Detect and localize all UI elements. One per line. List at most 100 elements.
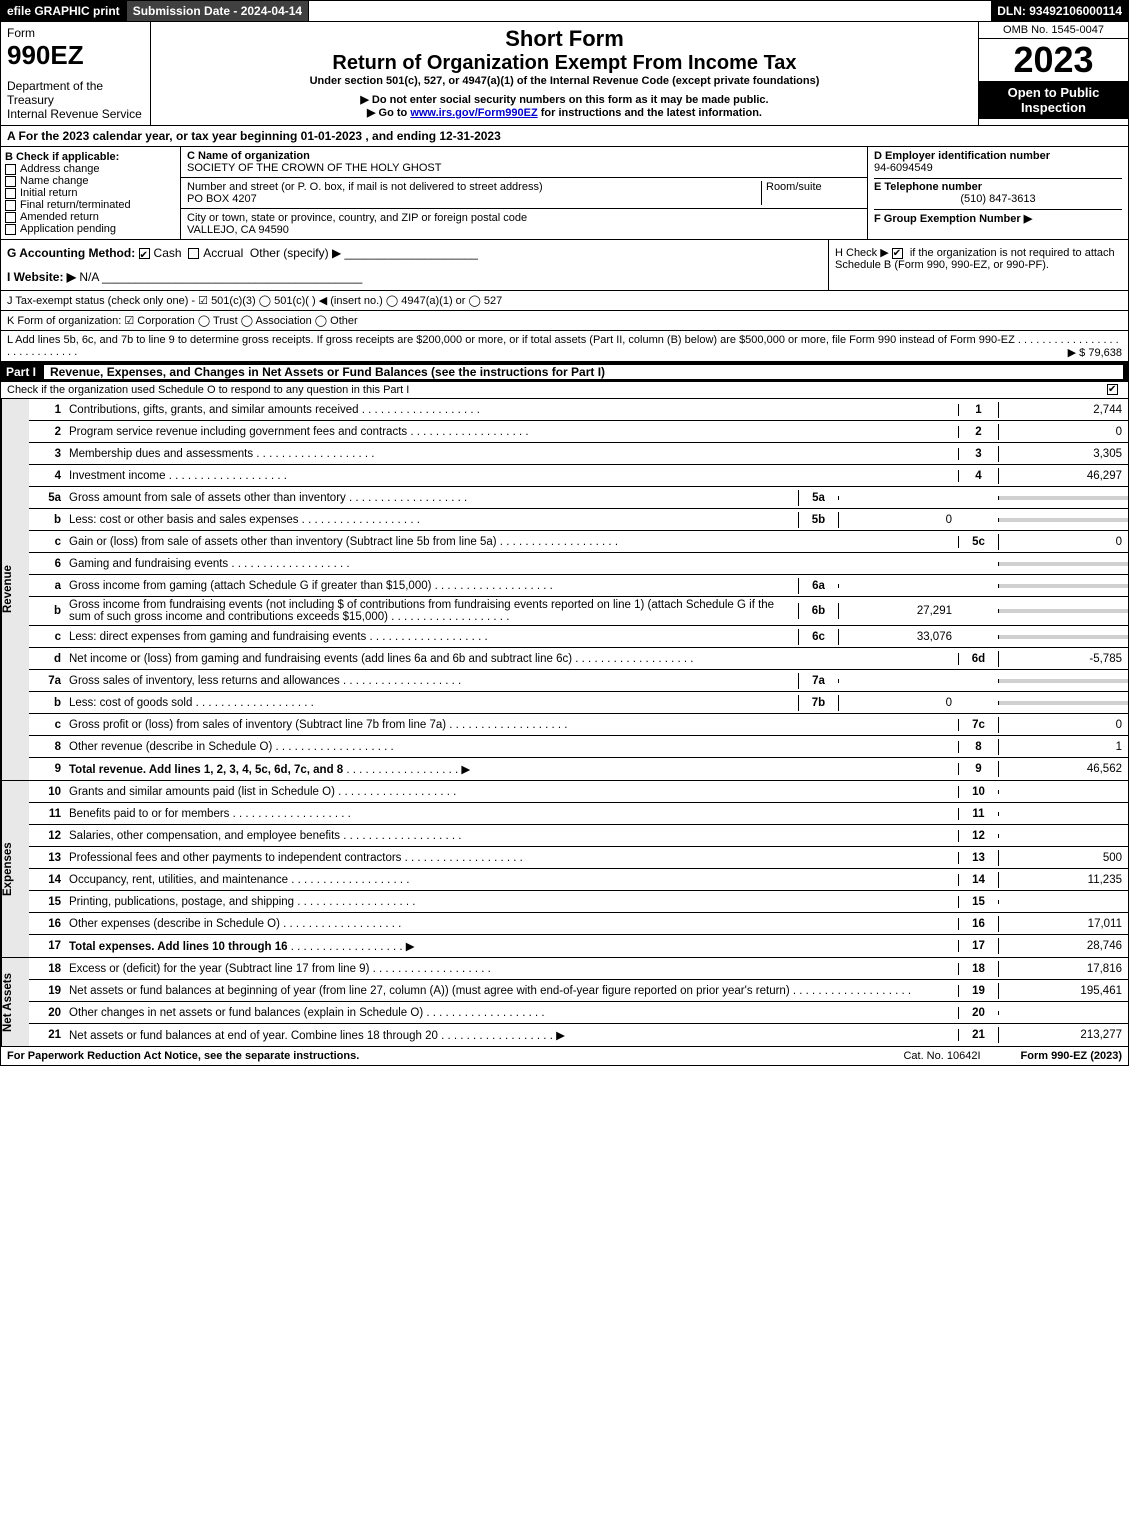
b-checkbox[interactable]	[5, 188, 16, 199]
subline-ref: 7a	[798, 673, 838, 689]
row-k-form-org: K Form of organization: ☑ Corporation ◯ …	[0, 311, 1129, 331]
b-checkbox[interactable]	[5, 164, 16, 175]
line-val	[998, 679, 1128, 683]
line-desc: Professional fees and other payments to …	[65, 850, 958, 866]
h-pre: H Check ▶	[835, 247, 892, 259]
header-mid: Short Form Return of Organization Exempt…	[151, 22, 978, 125]
subline-ref: 6a	[798, 578, 838, 594]
line-num: c	[29, 717, 65, 733]
page-footer: For Paperwork Reduction Act Notice, see …	[0, 1047, 1129, 1066]
line-ref: 21	[958, 1029, 998, 1041]
line-num: d	[29, 651, 65, 667]
line-val: 2,744	[998, 402, 1128, 418]
b-checkbox[interactable]	[5, 212, 16, 223]
cash-checkbox[interactable]	[139, 248, 150, 259]
e-phone-label: E Telephone number	[874, 181, 1122, 193]
line-4: 4Investment income . . . . . . . . . . .…	[29, 465, 1128, 487]
line-val: 213,277	[998, 1027, 1128, 1043]
subline-val: 33,076	[838, 629, 958, 645]
title-return: Return of Organization Exempt From Incom…	[155, 52, 974, 75]
subline-val: 0	[838, 512, 958, 528]
b-checkbox[interactable]	[5, 200, 16, 211]
line-desc: Gross amount from sale of assets other t…	[65, 490, 798, 506]
efile-print-label[interactable]: efile GRAPHIC print	[1, 1, 127, 21]
part1-checkbox[interactable]	[1107, 384, 1118, 395]
b-checkbox[interactable]	[5, 176, 16, 187]
part1-label: Part I	[6, 365, 44, 379]
netassets-section: Net Assets 18Excess or (deficit) for the…	[0, 958, 1129, 1047]
line-ref: 1	[958, 404, 998, 416]
b-label: B Check if applicable:	[5, 151, 176, 163]
line-9: 9Total revenue. Add lines 1, 2, 3, 4, 5c…	[29, 758, 1128, 780]
line-val: 17,816	[998, 961, 1128, 977]
subline-val	[838, 584, 958, 588]
line-desc: Net income or (loss) from gaming and fun…	[65, 651, 958, 667]
b-checkbox[interactable]	[5, 224, 16, 235]
d-ein-label: D Employer identification number	[874, 150, 1122, 162]
line-16: 16Other expenses (describe in Schedule O…	[29, 913, 1128, 935]
line-desc: Net assets or fund balances at end of ye…	[65, 1026, 958, 1044]
line-num: 4	[29, 468, 65, 484]
g-other: Other (specify) ▶	[250, 246, 341, 260]
line-val	[998, 701, 1128, 705]
line-num: 8	[29, 739, 65, 755]
line-desc: Occupancy, rent, utilities, and maintena…	[65, 872, 958, 888]
subline-ref: 5a	[798, 490, 838, 506]
line-10: 10Grants and similar amounts paid (list …	[29, 781, 1128, 803]
line-num: 17	[29, 938, 65, 954]
line-13: 13Professional fees and other payments t…	[29, 847, 1128, 869]
c-city-cell: City or town, state or province, country…	[181, 209, 867, 239]
line-num: 16	[29, 916, 65, 932]
col-c-org: C Name of organization SOCIETY OF THE CR…	[181, 147, 868, 239]
line-val: 17,011	[998, 916, 1128, 932]
line-ref: 19	[958, 985, 998, 997]
line-desc: Gaming and fundraising events . . . . . …	[65, 556, 958, 572]
line-desc: Other changes in net assets or fund bala…	[65, 1005, 958, 1021]
line-19: 19Net assets or fund balances at beginni…	[29, 980, 1128, 1002]
part1-check-row: Check if the organization used Schedule …	[0, 382, 1129, 399]
line-num: c	[29, 629, 65, 645]
line-ref: 11	[958, 808, 998, 820]
line-7a: 7aGross sales of inventory, less returns…	[29, 670, 1128, 692]
line-14: 14Occupancy, rent, utilities, and mainte…	[29, 869, 1128, 891]
expenses-side-label: Expenses	[1, 781, 29, 957]
line-3: 3Membership dues and assessments . . . .…	[29, 443, 1128, 465]
line-val: 1	[998, 739, 1128, 755]
line-val	[998, 609, 1128, 613]
part1-bar: Part I Revenue, Expenses, and Changes in…	[0, 362, 1129, 382]
line-c: cGross profit or (loss) from sales of in…	[29, 714, 1128, 736]
line-b: bLess: cost of goods sold . . . . . . . …	[29, 692, 1128, 714]
line-5a: 5aGross amount from sale of assets other…	[29, 487, 1128, 509]
line-val: 0	[998, 717, 1128, 733]
l-amount: ▶ $ 79,638	[1068, 346, 1122, 359]
col-b-checks: B Check if applicable: Address changeNam…	[1, 147, 181, 239]
line-ref: 3	[958, 448, 998, 460]
line-ref: 13	[958, 852, 998, 864]
line-num: 19	[29, 983, 65, 999]
line-val	[998, 496, 1128, 500]
line-ref: 4	[958, 470, 998, 482]
accrual-checkbox[interactable]	[188, 248, 199, 259]
line-num: a	[29, 578, 65, 594]
line-2: 2Program service revenue including gover…	[29, 421, 1128, 443]
subline-val: 0	[838, 695, 958, 711]
g-cash: Cash	[154, 246, 182, 260]
line-desc: Net assets or fund balances at beginning…	[65, 983, 958, 999]
line-num: b	[29, 603, 65, 619]
line-num: b	[29, 512, 65, 528]
line-c: cLess: direct expenses from gaming and f…	[29, 626, 1128, 648]
g-label: G Accounting Method:	[7, 246, 135, 260]
subline-val	[838, 496, 958, 500]
line-num: 13	[29, 850, 65, 866]
netassets-side-label: Net Assets	[1, 958, 29, 1046]
line-desc: Grants and similar amounts paid (list in…	[65, 784, 958, 800]
line-21: 21Net assets or fund balances at end of …	[29, 1024, 1128, 1046]
line-desc: Gross sales of inventory, less returns a…	[65, 673, 798, 689]
footer-catno: Cat. No. 10642I	[903, 1050, 980, 1062]
h-checkbox[interactable]	[892, 248, 903, 259]
irs-link[interactable]: www.irs.gov/Form990EZ	[410, 107, 537, 119]
part1-title: Revenue, Expenses, and Changes in Net As…	[44, 365, 1123, 379]
line-ref: 6d	[958, 653, 998, 665]
line-b: bLess: cost or other basis and sales exp…	[29, 509, 1128, 531]
open-to-public: Open to Public Inspection	[979, 81, 1128, 119]
